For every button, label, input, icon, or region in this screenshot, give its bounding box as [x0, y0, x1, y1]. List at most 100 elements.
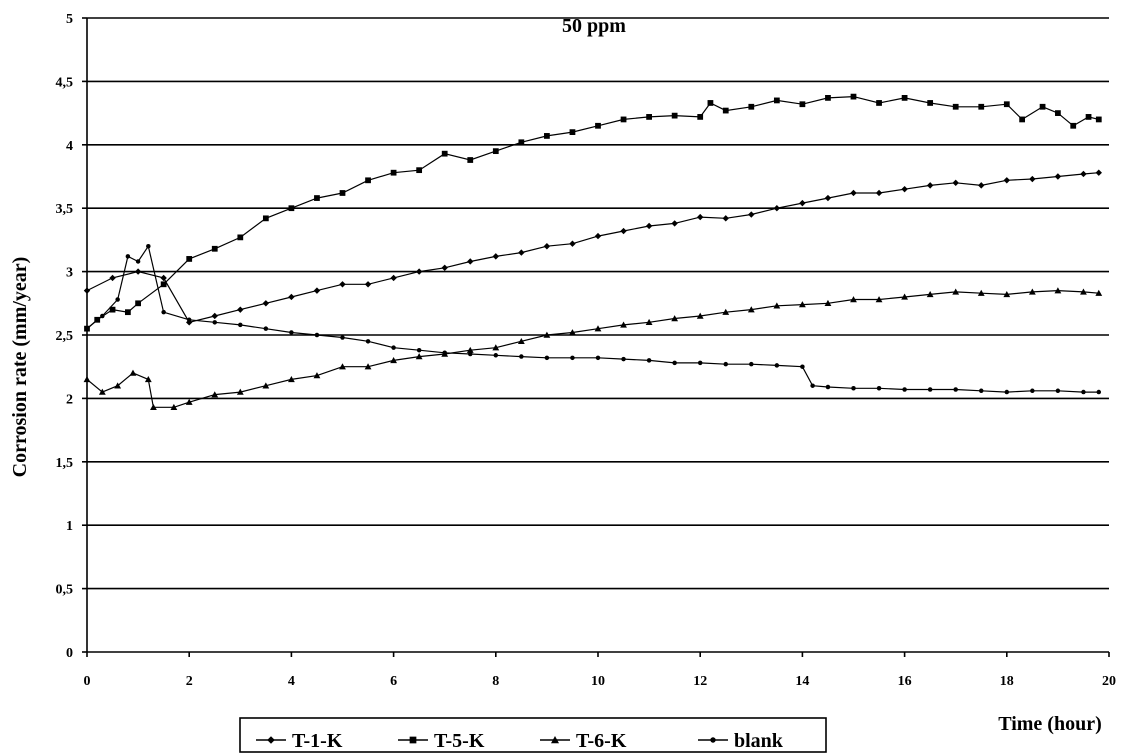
- data-point: [186, 317, 192, 323]
- data-point: [83, 375, 91, 383]
- data-point: [799, 199, 806, 207]
- grid-layer: [87, 17, 1109, 590]
- data-point: [160, 274, 167, 282]
- data-point: [98, 388, 106, 395]
- data-point: [1080, 288, 1087, 295]
- data-point: [876, 100, 882, 106]
- data-point: [83, 287, 91, 294]
- data-point: [365, 177, 371, 184]
- data-point: [262, 300, 270, 307]
- series-layer: [83, 93, 1103, 410]
- legend-label: T-1-K: [292, 730, 343, 752]
- data-point: [211, 391, 219, 398]
- data-point: [416, 347, 422, 353]
- data-point: [748, 103, 755, 110]
- y-tick-label: 1,5: [56, 456, 74, 471]
- data-point: [237, 234, 244, 241]
- data-point: [621, 356, 626, 362]
- data-point: [748, 211, 755, 218]
- legend-item-t-6-k: T-6-K: [540, 730, 627, 752]
- data-point: [314, 195, 320, 201]
- data-point: [160, 281, 167, 288]
- data-point: [135, 300, 141, 307]
- data-point: [1039, 103, 1046, 110]
- legend-marker: [710, 737, 716, 743]
- data-point: [1054, 173, 1062, 180]
- data-point: [466, 346, 474, 353]
- data-point: [238, 322, 243, 328]
- data-point: [146, 243, 151, 249]
- data-point: [84, 326, 90, 331]
- data-point: [313, 372, 321, 379]
- data-point: [391, 345, 396, 350]
- series-line: [86, 289, 1099, 408]
- data-point: [749, 361, 754, 367]
- y-tick-label: 3: [66, 266, 73, 281]
- data-point: [926, 182, 934, 189]
- data-point: [810, 383, 815, 388]
- data-point: [441, 264, 448, 271]
- data-point: [594, 325, 602, 332]
- legend-label: T-6-K: [576, 730, 627, 752]
- data-point: [825, 95, 831, 101]
- data-point: [850, 296, 857, 303]
- data-point: [144, 375, 152, 383]
- data-point: [569, 329, 576, 336]
- data-point: [645, 222, 653, 230]
- legend-label: T-5-K: [434, 730, 485, 752]
- data-point: [978, 182, 985, 189]
- data-point: [492, 253, 499, 260]
- data-point: [313, 287, 321, 294]
- data-point: [518, 249, 525, 256]
- data-point: [697, 213, 704, 221]
- y-tick-label: 1: [66, 519, 73, 534]
- y-axis-label: Corrosion rate (mm/year): [9, 257, 31, 478]
- data-point: [100, 313, 105, 319]
- legend-box: [239, 717, 827, 753]
- data-point: [415, 353, 423, 360]
- data-point: [595, 355, 601, 361]
- data-point: [1028, 288, 1036, 295]
- data-point: [926, 291, 934, 298]
- legend-item-t-1-k: T-1-K: [256, 730, 343, 752]
- data-point: [824, 299, 832, 307]
- data-point: [824, 194, 832, 202]
- data-point: [1003, 101, 1010, 108]
- y-tick-label: 3,5: [56, 202, 74, 217]
- data-point: [747, 306, 755, 313]
- data-point: [109, 274, 116, 282]
- x-tick-label: 8: [492, 674, 499, 689]
- data-point: [977, 289, 985, 296]
- data-point: [364, 281, 372, 288]
- data-point: [953, 387, 958, 392]
- data-point: [850, 189, 857, 197]
- legend-items: T-1-K T-5-K T-6-K blank: [256, 730, 784, 752]
- data-point: [1054, 287, 1062, 294]
- data-point: [492, 148, 499, 155]
- data-point: [672, 360, 677, 366]
- data-point: [125, 254, 131, 259]
- data-point: [671, 112, 678, 119]
- data-point: [129, 369, 137, 376]
- data-point: [211, 245, 218, 252]
- data-point: [289, 330, 294, 335]
- data-point: [1030, 388, 1035, 394]
- x-axis-label: Time (hour): [998, 713, 1102, 735]
- data-point: [416, 167, 423, 174]
- data-point: [543, 243, 551, 250]
- data-point: [723, 361, 728, 367]
- data-point: [595, 122, 601, 129]
- data-point: [774, 363, 780, 368]
- data-point: [1095, 169, 1102, 176]
- data-point: [594, 232, 602, 240]
- x-tick-label: 2: [186, 674, 193, 689]
- data-point: [390, 356, 397, 364]
- x-tick-label: 20: [1102, 674, 1116, 689]
- data-point: [902, 387, 907, 392]
- data-point: [978, 103, 985, 110]
- data-point: [544, 355, 550, 361]
- data-point: [517, 337, 525, 345]
- data-point: [212, 320, 217, 325]
- data-point: [1019, 116, 1026, 123]
